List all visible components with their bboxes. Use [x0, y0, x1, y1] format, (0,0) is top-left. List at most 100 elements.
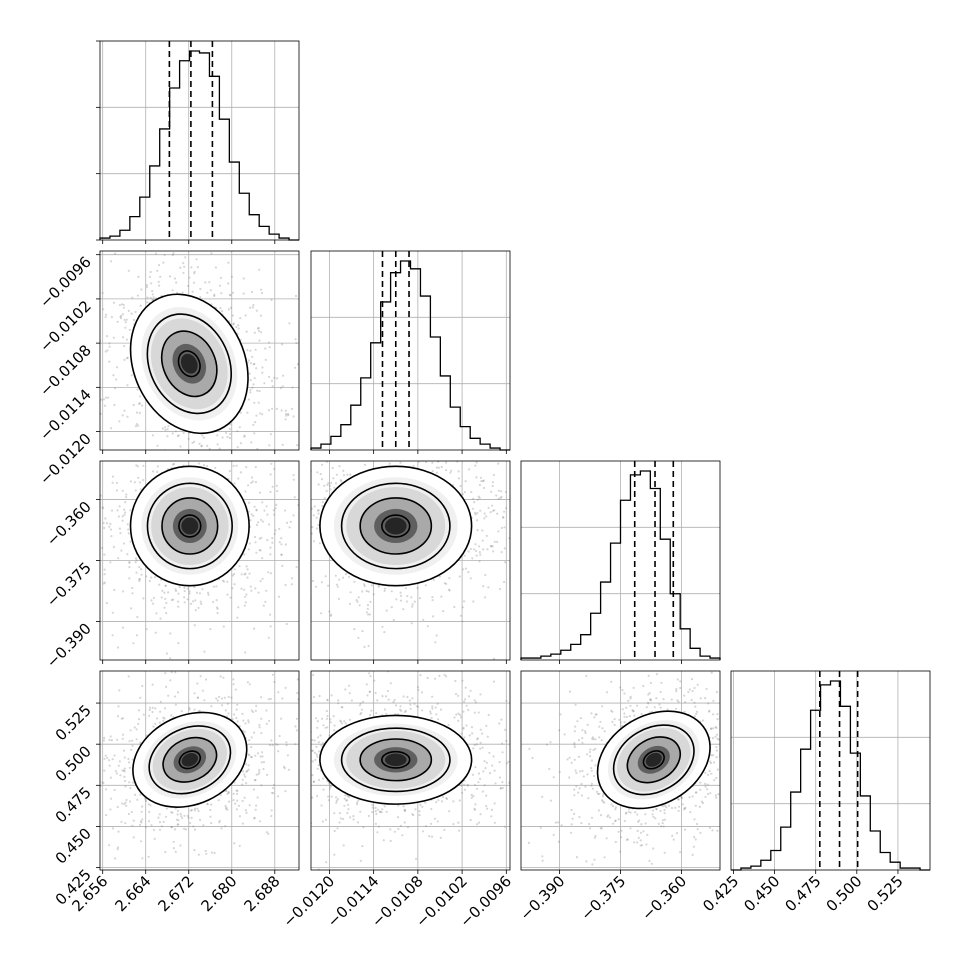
scatter-point — [126, 384, 129, 387]
scatter-point — [322, 433, 324, 435]
scatter-point — [234, 688, 237, 691]
scatter-point — [132, 318, 135, 322]
scatter-point — [292, 529, 294, 531]
scatter-point — [315, 745, 318, 749]
scatter-point — [109, 214, 111, 216]
scatter-point — [333, 812, 336, 815]
scatter-point — [397, 827, 400, 831]
scatter-point — [271, 530, 273, 532]
scatter-point — [304, 627, 306, 629]
scatter-point — [329, 784, 332, 787]
scatter-point — [386, 689, 390, 693]
scatter-point — [493, 802, 496, 805]
scatter-point — [295, 566, 298, 569]
scatter-point — [353, 628, 356, 631]
scatter-point — [420, 691, 423, 694]
scatter-point — [270, 791, 273, 794]
scatter-point — [224, 452, 226, 454]
scatter-point — [199, 296, 202, 299]
scatter-point — [266, 529, 268, 531]
scatter-point — [292, 514, 295, 517]
scatter-point — [473, 548, 476, 551]
scatter-point — [102, 521, 105, 525]
scatter-point — [339, 817, 342, 820]
scatter-point — [422, 618, 425, 622]
scatter-point — [118, 435, 120, 437]
scatter-point — [450, 469, 453, 472]
scatter-point — [225, 458, 227, 460]
scatter-point — [322, 788, 325, 791]
scatter-point — [532, 535, 534, 537]
scatter-point — [429, 423, 431, 425]
scatter-point — [163, 253, 166, 257]
scatter-point — [466, 783, 469, 787]
scatter-point — [619, 850, 622, 853]
scatter-point — [312, 540, 316, 543]
scatter-point — [172, 840, 175, 844]
scatter-point — [482, 770, 485, 773]
scatter-point — [457, 470, 460, 473]
scatter-point — [196, 266, 199, 269]
scatter-point — [105, 788, 108, 791]
scatter-point — [280, 816, 282, 818]
scatter-point — [268, 444, 271, 447]
scatter-point — [50, 777, 52, 779]
scatter-point — [123, 358, 126, 361]
scatter-point — [150, 599, 153, 602]
scatter-point — [199, 675, 202, 678]
scatter-point — [122, 717, 125, 720]
scatter-point — [177, 434, 180, 437]
scatter-point — [641, 844, 644, 847]
scatter-point — [255, 804, 258, 807]
scatter-point — [173, 455, 175, 457]
scatter-point — [493, 540, 496, 543]
scatter-point — [282, 462, 284, 464]
scatter-point — [284, 501, 286, 503]
scatter-point — [270, 379, 274, 382]
scatter-point — [409, 703, 412, 706]
scatter-point — [239, 452, 241, 454]
scatter-point — [102, 398, 105, 401]
scatter-point — [394, 704, 398, 707]
scatter-point — [232, 678, 235, 681]
scatter-point — [420, 458, 422, 460]
scatter-point — [487, 713, 490, 717]
scatter-point — [61, 496, 63, 498]
scatter-point — [404, 587, 407, 590]
scatter-point — [147, 820, 151, 823]
scatter-point — [129, 800, 132, 803]
contour-line-3 — [381, 514, 411, 538]
scatter-point — [383, 587, 387, 590]
scatter-point — [164, 815, 168, 818]
scatter-point — [260, 761, 263, 764]
scatter-point — [166, 435, 169, 438]
scatter-point — [251, 480, 254, 483]
scatter-point — [201, 434, 204, 437]
scatter-point — [174, 588, 177, 591]
scatter-point — [51, 777, 53, 779]
scatter-point — [406, 826, 410, 829]
scatter-point — [135, 244, 137, 246]
scatter-point — [128, 439, 130, 441]
scatter-point — [156, 444, 159, 447]
scatter-point — [167, 241, 169, 243]
scatter-point — [375, 812, 378, 816]
scatter-point — [712, 761, 716, 764]
scatter-point — [186, 814, 189, 818]
scatter-point — [610, 680, 613, 683]
scatter-point — [223, 451, 225, 453]
scatter-point — [257, 401, 260, 404]
scatter-point — [148, 275, 152, 278]
scatter-point — [318, 694, 321, 698]
scatter-point — [485, 794, 488, 797]
scatter-point — [278, 480, 280, 482]
scatter-point — [374, 810, 377, 813]
scatter-point — [94, 821, 96, 823]
scatter-point — [419, 664, 421, 666]
scatter-point — [303, 528, 305, 530]
scatter-point — [196, 807, 199, 810]
scatter-point — [128, 740, 131, 743]
panel-content — [61, 435, 299, 660]
scatter-point — [123, 345, 126, 348]
scatter-point — [258, 482, 260, 484]
